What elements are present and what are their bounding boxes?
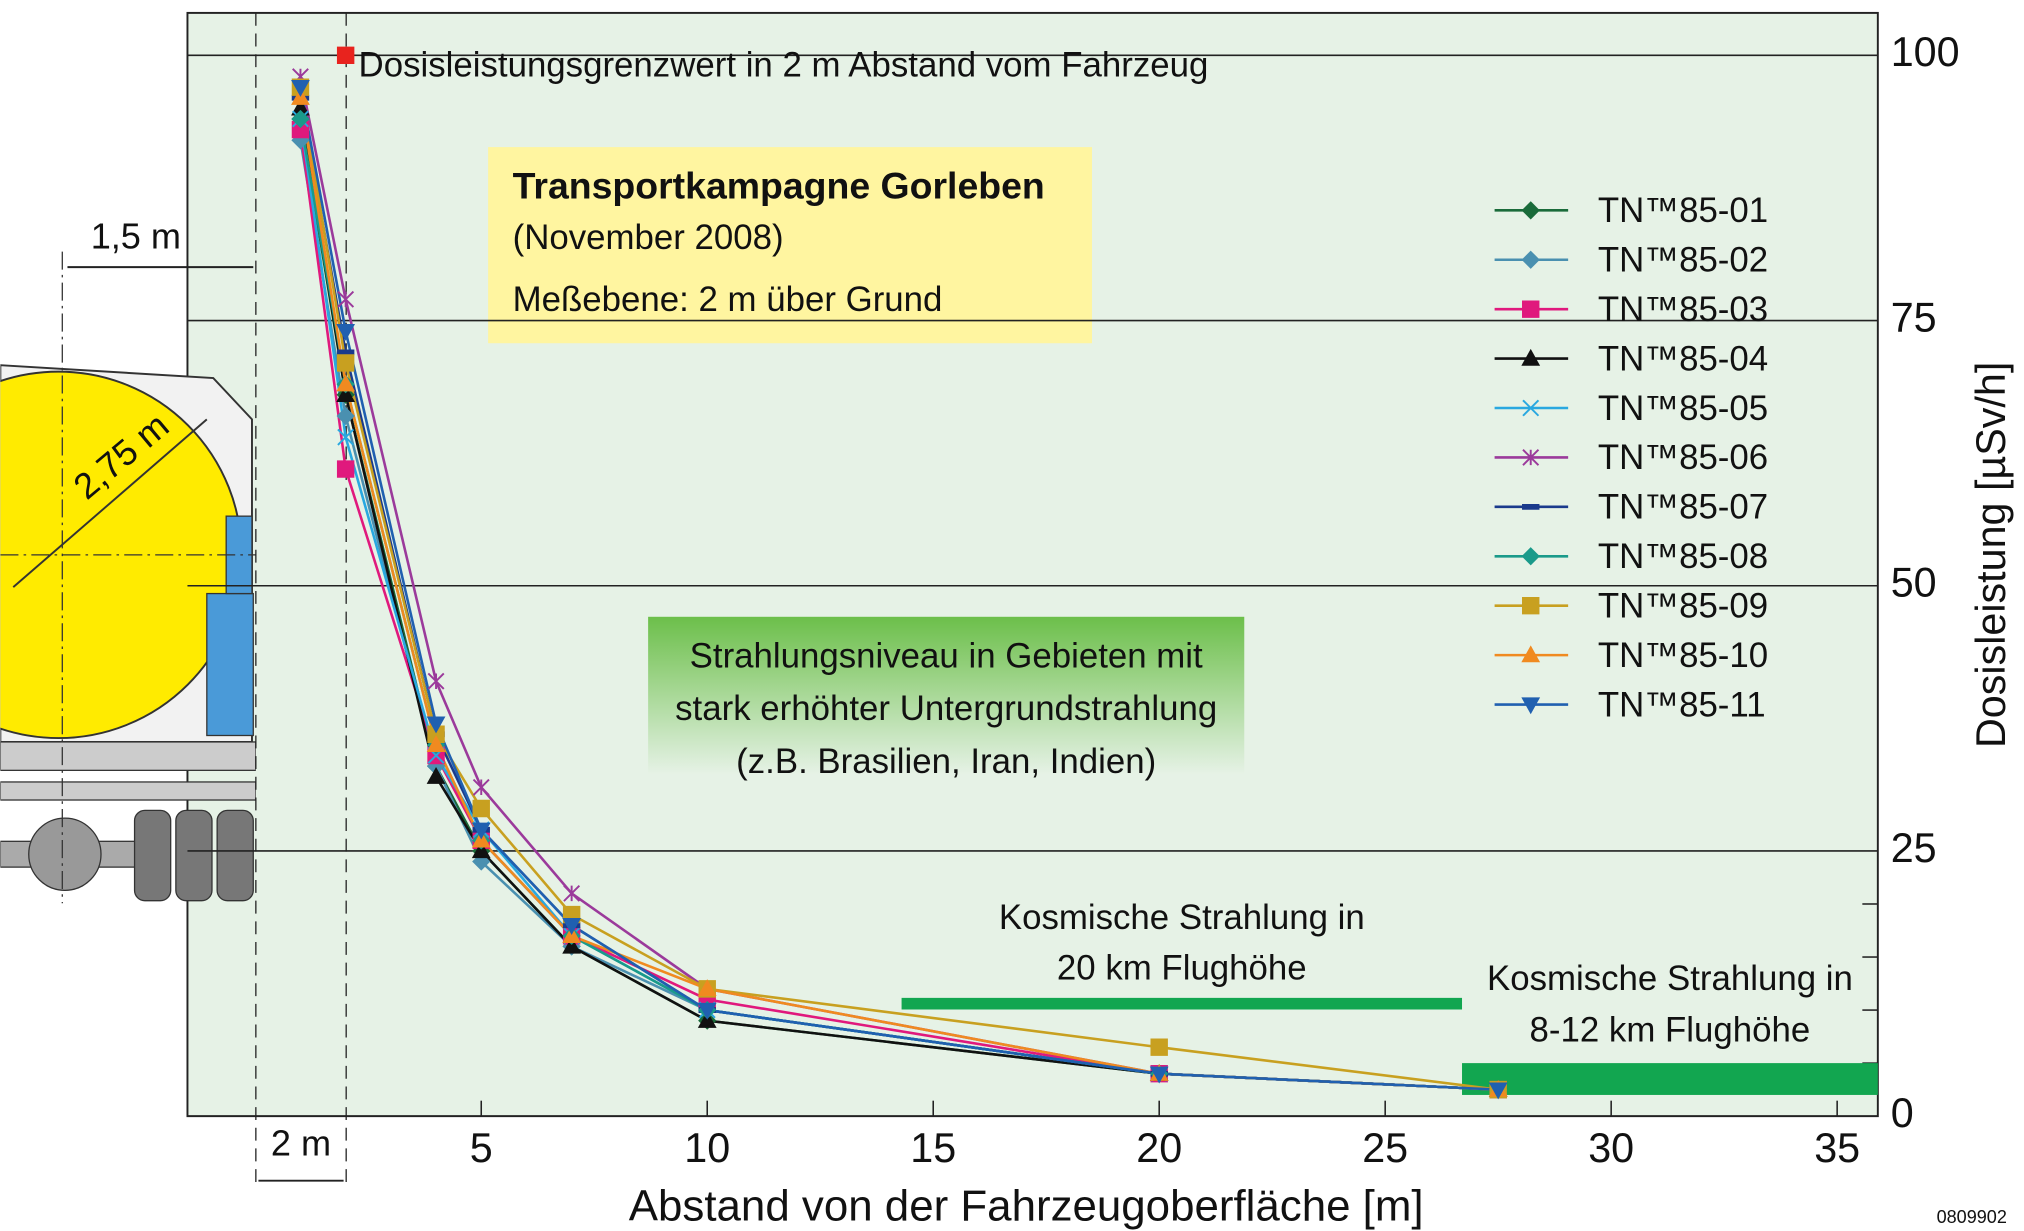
figure-id: 0809902 — [1937, 1207, 2007, 1227]
background-text: stark erhöhter Untergrundstrahlung — [675, 689, 1217, 728]
marker — [1151, 1039, 1166, 1054]
marker — [474, 801, 489, 816]
background-text: (z.B. Brasilien, Iran, Indien) — [736, 742, 1156, 781]
y-axis-label: Dosisleistung [µSv/h] — [1968, 362, 2014, 748]
legend-label: TN™85-11 — [1598, 685, 1766, 724]
marker — [338, 48, 353, 63]
legend-label: TN™85-10 — [1598, 636, 1768, 675]
marker — [1523, 598, 1538, 613]
background-text: Strahlungsniveau in Gebieten mit — [690, 636, 1203, 675]
legend-label: TN™85-03 — [1598, 290, 1768, 329]
x-tick-label: 30 — [1588, 1125, 1634, 1171]
x-tick-label: 10 — [684, 1125, 730, 1171]
x-tick-label: 25 — [1362, 1125, 1408, 1171]
cosmic-label: Kosmische Strahlung in — [1487, 959, 1853, 998]
cosmic-band — [1462, 1063, 1878, 1095]
limit-label: Dosisleistungsgrenzwert in 2 m Abstand v… — [359, 45, 1209, 84]
marker — [1523, 301, 1538, 316]
chart: 1,5 m 2,75 m 2 m Transportkampagne Gorle… — [0, 0, 2024, 1231]
y-tick-label: 50 — [1891, 560, 1937, 606]
legend-label: TN™85-07 — [1598, 488, 1768, 527]
y-tick-label: 0 — [1891, 1090, 1914, 1136]
marker — [338, 355, 353, 370]
info-text: (November 2008) — [513, 218, 784, 257]
marker — [338, 461, 353, 476]
legend-label: TN™85-06 — [1598, 438, 1768, 477]
dimension-label: 2 m — [271, 1122, 331, 1163]
x-tick-label: 5 — [470, 1125, 493, 1171]
x-tick-label: 20 — [1136, 1125, 1182, 1171]
legend-label: TN™85-04 — [1598, 339, 1768, 378]
legend-label: TN™85-02 — [1598, 241, 1768, 280]
cosmic-label: 20 km Flughöhe — [1057, 949, 1307, 988]
x-tick-label: 15 — [910, 1125, 956, 1171]
marker — [1523, 505, 1538, 509]
marker — [338, 350, 353, 354]
y-tick-label: 75 — [1891, 294, 1937, 340]
legend-label: TN™85-09 — [1598, 586, 1768, 625]
y-tick-label: 100 — [1891, 29, 1960, 75]
legend-label: TN™85-05 — [1598, 389, 1768, 428]
y-tick-label: 25 — [1891, 825, 1937, 871]
info-text: Meßebene: 2 m über Grund — [513, 280, 943, 319]
info-title: Transportkampagne Gorleben — [513, 164, 1045, 206]
dimension-label: 1,5 m — [91, 215, 181, 256]
legend-label: TN™85-01 — [1598, 191, 1768, 230]
cosmic-label: 8-12 km Flughöhe — [1530, 1010, 1811, 1049]
x-tick-label: 35 — [1814, 1125, 1860, 1171]
legend-label: TN™85-08 — [1598, 537, 1768, 576]
page: {"chart_data": { "type": "line", "xlabel… — [0, 0, 2024, 1231]
x-axis-label: Abstand von der Fahrzeugoberfläche [m] — [629, 1182, 1424, 1231]
cosmic-label: Kosmische Strahlung in — [999, 898, 1365, 937]
